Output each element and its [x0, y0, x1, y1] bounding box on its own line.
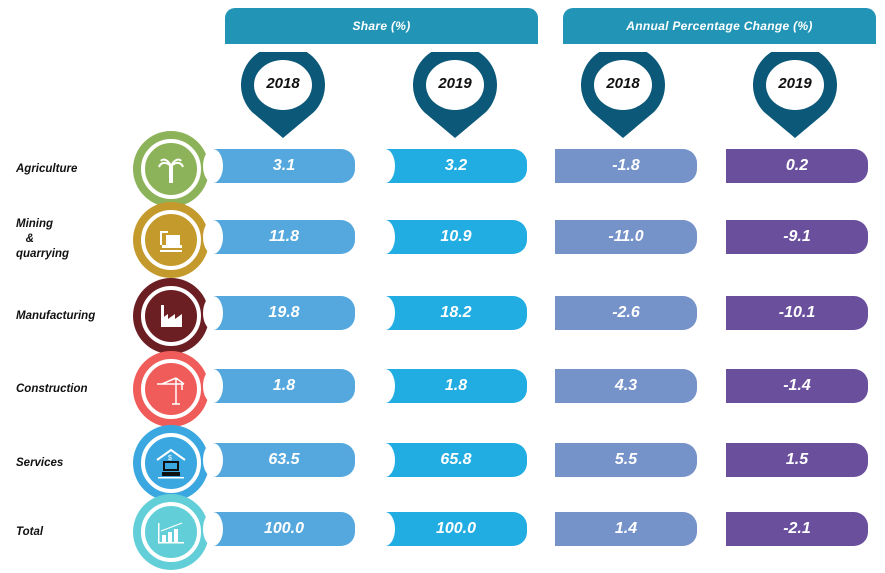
value-text: 1.4: [614, 520, 638, 537]
value-cell: -1.4: [726, 369, 868, 403]
year-pin-2: 2018: [578, 52, 668, 140]
sector-icon-badge: [133, 131, 209, 207]
value-text: -9.1: [783, 228, 811, 245]
value-text: 5.5: [614, 451, 638, 468]
value-text: 4.3: [614, 377, 638, 394]
value-cell: 3.1: [203, 149, 355, 183]
value-text: 0.2: [785, 157, 809, 174]
value-text: 100.0: [263, 520, 305, 537]
row-label: Total: [16, 526, 44, 538]
row-label: Manufacturing: [16, 310, 96, 322]
value-cell: -9.1: [726, 220, 868, 254]
bank-computer-icon: $: [141, 433, 201, 493]
value-cell: 19.8: [203, 296, 355, 330]
table-row: Construction 1.8 1.8 4.3 -1.4: [0, 351, 885, 427]
value-cell: -2.6: [555, 296, 697, 330]
value-cell: 1.4: [555, 512, 697, 546]
value-text: -1.8: [612, 157, 640, 174]
value-text: 18.2: [440, 304, 472, 321]
sector-icon-badge: [133, 278, 209, 354]
value-cell: 1.8: [375, 369, 527, 403]
year-label: 2018: [266, 75, 300, 92]
table-row: Mining & quarrying 11.8 10.9 -11.0 -9.1: [0, 202, 885, 278]
factory-icon: [141, 286, 201, 346]
year-label: 2018: [606, 75, 640, 92]
growth-chart-icon: [141, 502, 201, 562]
value-text: 1.8: [444, 377, 468, 394]
value-text: 100.0: [435, 520, 477, 537]
value-text: 10.9: [440, 228, 472, 245]
year-pin-3: 2019: [750, 52, 840, 140]
value-cell: 1.8: [203, 369, 355, 403]
value-cell: -2.1: [726, 512, 868, 546]
table-row: Services $63.5 65.8 5.5 1.5: [0, 425, 885, 501]
value-cell: 4.3: [555, 369, 697, 403]
svg-text:$: $: [168, 455, 172, 462]
value-text: 1.8: [272, 377, 296, 394]
sector-icon-badge: [133, 351, 209, 427]
palm-tree-icon: [141, 139, 201, 199]
value-cell: 5.5: [555, 443, 697, 477]
row-label: Agriculture: [16, 163, 78, 175]
value-cell: 65.8: [375, 443, 527, 477]
value-text: 3.2: [444, 157, 468, 174]
value-cell: 0.2: [726, 149, 868, 183]
value-text: -2.1: [783, 520, 811, 537]
value-text: 11.8: [269, 228, 299, 245]
value-cell: 100.0: [375, 512, 527, 546]
value-cell: 1.5: [726, 443, 868, 477]
value-text: -2.6: [612, 304, 640, 321]
row-label: Services: [16, 457, 64, 469]
annual-change-header: Annual Percentage Change (%): [563, 8, 876, 44]
value-cell: 11.8: [203, 220, 355, 254]
value-text: -1.4: [783, 377, 811, 394]
year-label: 2019: [778, 75, 812, 92]
year-label: 2019: [438, 75, 472, 92]
map-pin-icon: [413, 52, 497, 138]
table-row: Manufacturing 19.8 18.2 -2.6 -10.1: [0, 278, 885, 354]
value-cell: 100.0: [203, 512, 355, 546]
value-text: -11.0: [608, 228, 644, 245]
value-cell: 63.5: [203, 443, 355, 477]
value-cell: 3.2: [375, 149, 527, 183]
row-label: Construction: [16, 383, 88, 395]
value-text: 1.5: [785, 451, 809, 468]
value-text: 19.8: [268, 304, 300, 321]
row-label: Mining & quarrying: [16, 218, 70, 260]
sector-icon-badge: [133, 494, 209, 570]
value-cell: 18.2: [375, 296, 527, 330]
table-row: Agriculture 3.1 3.2 -1.8 0.2: [0, 131, 885, 207]
value-cell: 10.9: [375, 220, 527, 254]
year-pin-1: 2019: [410, 52, 500, 140]
value-text: -10.1: [778, 304, 816, 321]
map-pin-icon: [581, 52, 665, 138]
value-text: 63.5: [268, 451, 300, 468]
map-pin-icon: [241, 52, 325, 138]
sector-icon-badge: $: [133, 425, 209, 501]
share-header: Share (%): [225, 8, 538, 44]
sector-icon-badge: [133, 202, 209, 278]
crane-icon: [141, 359, 201, 419]
value-cell: -10.1: [726, 296, 868, 330]
value-text: 65.8: [440, 451, 472, 468]
value-text: 3.1: [272, 157, 296, 174]
year-pin-0: 2018: [238, 52, 328, 140]
table-row: Total 100.0 100.0 1.4 -2.1: [0, 494, 885, 570]
value-cell: -11.0: [555, 220, 697, 254]
map-pin-icon: [753, 52, 837, 138]
oil-rig-icon: [141, 210, 201, 270]
value-cell: -1.8: [555, 149, 697, 183]
